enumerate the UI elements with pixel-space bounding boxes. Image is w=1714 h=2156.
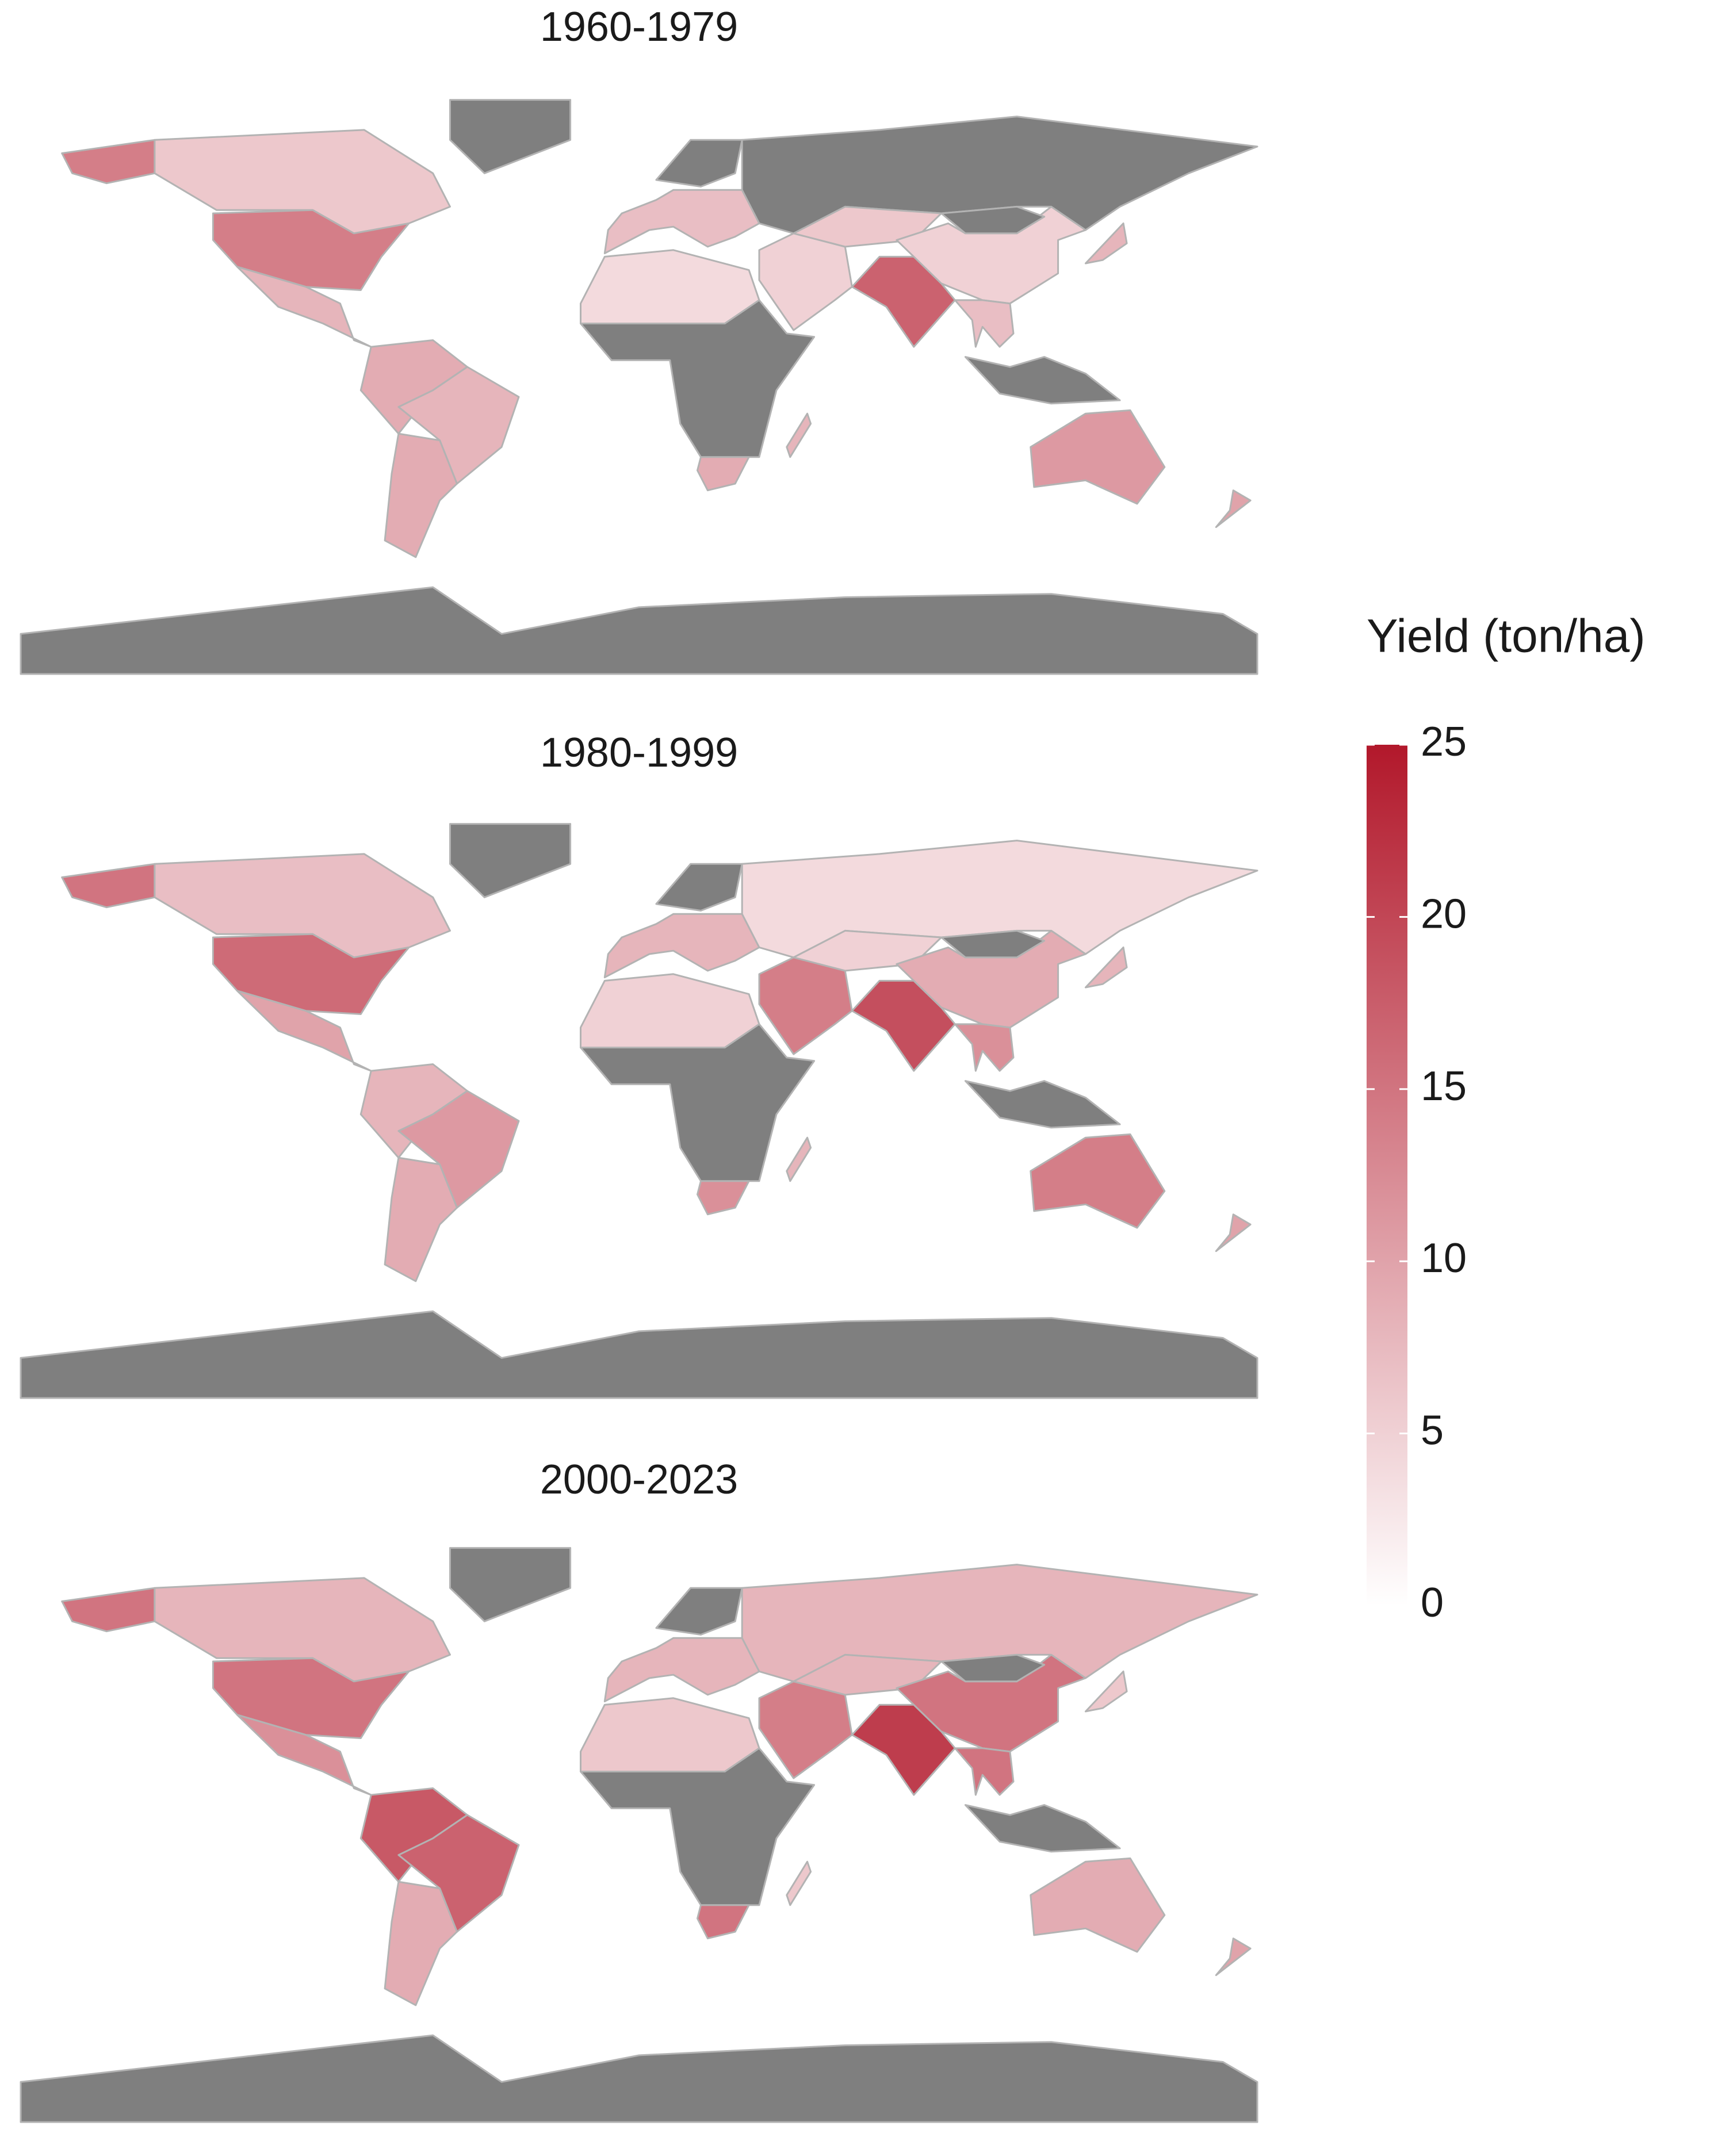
no-data-region	[655, 139, 743, 187]
no-data-region	[940, 929, 1046, 959]
no-data-region	[580, 1747, 816, 1906]
region	[1215, 1937, 1252, 1977]
no-data-region	[449, 823, 572, 898]
tick-label: 0	[1421, 1580, 1444, 1626]
panel-title: 1960-1979	[540, 4, 738, 50]
region	[397, 366, 520, 485]
region	[1030, 409, 1166, 505]
no-data-region	[449, 99, 572, 174]
region	[786, 1860, 812, 1906]
region	[851, 979, 956, 1072]
region	[851, 1703, 956, 1796]
region	[397, 1814, 520, 1933]
region	[1030, 1857, 1166, 1953]
no-data-region	[964, 356, 1121, 405]
map-panel: 1960-1979	[20, 4, 1258, 675]
region	[236, 266, 372, 348]
no-data-region	[655, 1587, 743, 1636]
region	[786, 412, 812, 458]
panel-title: 2000-2023	[540, 1457, 738, 1503]
no-data-region	[580, 1023, 816, 1182]
map-panel: 1980-1999	[20, 730, 1258, 1399]
no-data-region	[20, 1310, 1258, 1399]
region	[236, 990, 372, 1072]
no-data-region	[964, 1080, 1121, 1129]
legend-title: Yield (ton/ha)	[1367, 610, 1646, 662]
region	[384, 432, 458, 558]
no-data-region	[655, 863, 743, 912]
region	[954, 1747, 1015, 1796]
region	[61, 863, 156, 909]
region	[758, 232, 853, 331]
region	[851, 255, 956, 348]
region	[61, 1587, 156, 1633]
region	[954, 1023, 1015, 1072]
region	[786, 1136, 812, 1182]
region	[758, 956, 853, 1055]
no-data-region	[940, 205, 1046, 235]
region	[697, 1180, 750, 1216]
region	[1030, 1133, 1166, 1229]
no-data-region	[940, 1653, 1046, 1683]
region	[1084, 222, 1128, 265]
region	[758, 1680, 853, 1779]
no-data-region	[580, 299, 816, 458]
region	[212, 933, 410, 1015]
region	[603, 189, 760, 255]
region	[603, 1637, 760, 1703]
tick-label: 15	[1421, 1063, 1467, 1109]
region	[580, 1697, 760, 1772]
no-data-region	[964, 1804, 1121, 1853]
region	[1084, 1670, 1128, 1713]
tick-label: 25	[1421, 719, 1467, 765]
tick-label: 5	[1421, 1408, 1444, 1454]
panel-title: 1980-1999	[540, 730, 738, 776]
region	[697, 456, 750, 492]
region	[580, 973, 760, 1048]
region	[954, 299, 1015, 348]
region	[212, 1657, 410, 1739]
region	[697, 1904, 750, 1940]
region	[397, 1090, 520, 1209]
no-data-region	[20, 2034, 1258, 2123]
region	[384, 1156, 458, 1282]
region	[1215, 489, 1252, 529]
region	[580, 249, 760, 324]
color-bar	[1367, 745, 1407, 1606]
no-data-region	[20, 586, 1258, 675]
tick-label: 20	[1421, 891, 1467, 937]
region	[384, 1881, 458, 2006]
no-data-region	[449, 1547, 572, 1622]
region	[236, 1714, 372, 1796]
region	[1215, 1213, 1252, 1253]
tick-label: 10	[1421, 1235, 1467, 1281]
map-panel: 2000-2023	[20, 1457, 1258, 2123]
region	[61, 139, 156, 185]
region	[212, 209, 410, 291]
region	[1084, 946, 1128, 989]
region	[603, 913, 760, 979]
